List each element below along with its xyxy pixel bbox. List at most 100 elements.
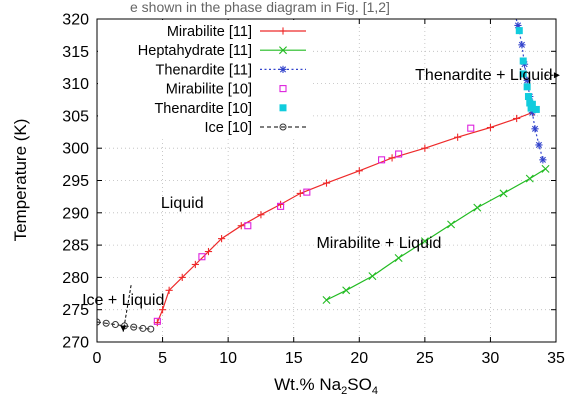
region-label: Thenardite + Liquid bbox=[415, 67, 552, 84]
data-point bbox=[535, 141, 543, 149]
data-point bbox=[237, 222, 245, 230]
data-point bbox=[139, 324, 147, 332]
data-point bbox=[519, 70, 527, 78]
legend: Mirabilite [11] Heptahydrate [11] Thenardi… bbox=[98, 20, 312, 140]
data-point bbox=[518, 41, 526, 49]
data-point bbox=[368, 272, 377, 281]
series-ice-10 bbox=[97, 318, 155, 333]
y-tick-label: 310 bbox=[62, 76, 89, 93]
data-point bbox=[322, 179, 331, 187]
series-mirabilite-10 bbox=[153, 124, 475, 325]
region-label: Mirabilite + Liquid bbox=[316, 235, 441, 252]
data-point bbox=[395, 150, 403, 158]
series-heptahydrate-11 bbox=[322, 164, 550, 304]
y-tick-label: 295 bbox=[62, 173, 89, 190]
legend-marker bbox=[279, 65, 287, 73]
series-thenardite-10 bbox=[515, 27, 540, 113]
region-label: Ice + Liquid bbox=[82, 292, 164, 309]
data-point bbox=[158, 306, 167, 314]
data-point bbox=[178, 273, 186, 281]
annotation-arrows bbox=[120, 72, 560, 332]
series-line bbox=[97, 321, 151, 330]
x-axis-title: Wt.% Na2SO4 bbox=[274, 375, 378, 397]
data-point bbox=[509, 2, 516, 9]
y-tick-label: 305 bbox=[62, 108, 89, 125]
top-caption: e shown in the phase diagram in Fig. [1,… bbox=[130, 0, 390, 15]
data-point bbox=[473, 203, 482, 212]
data-point bbox=[486, 123, 495, 132]
data-point bbox=[519, 57, 527, 65]
data-point bbox=[130, 323, 138, 331]
data-point bbox=[523, 76, 531, 84]
y-tick-label: 315 bbox=[62, 44, 89, 61]
data-point bbox=[355, 167, 363, 175]
data-point bbox=[524, 93, 532, 101]
x-tick-label: 20 bbox=[350, 350, 368, 367]
data-point bbox=[499, 189, 508, 198]
legend-marker bbox=[279, 85, 287, 93]
series-mirabilite-11 bbox=[153, 108, 538, 327]
thenardite-region-arrowhead bbox=[553, 72, 560, 79]
data-point bbox=[447, 220, 456, 229]
region-labels: Liquid Mirabilite + Liquid Ice + Liquid The… bbox=[82, 67, 553, 309]
legend-label: Heptahydrate [11] bbox=[138, 43, 252, 59]
data-point bbox=[257, 211, 265, 219]
data-point bbox=[527, 104, 535, 112]
data-point bbox=[97, 318, 101, 326]
data-point bbox=[523, 83, 531, 91]
legend-label: Thenardite [11] bbox=[156, 62, 252, 78]
data-point bbox=[244, 222, 252, 230]
data-point bbox=[532, 105, 540, 113]
data-point bbox=[277, 202, 285, 210]
data-point bbox=[525, 174, 534, 183]
x-tick-label: 5 bbox=[158, 350, 167, 367]
data-point bbox=[388, 154, 396, 162]
x-tick-label: 30 bbox=[482, 350, 500, 367]
legend-marker bbox=[279, 27, 287, 35]
legend-marker bbox=[279, 104, 287, 112]
data-point bbox=[111, 321, 119, 329]
region-label: Liquid bbox=[161, 195, 204, 212]
data-point bbox=[454, 133, 462, 141]
data-point bbox=[204, 247, 213, 256]
legend-marker bbox=[279, 123, 287, 131]
data-point bbox=[531, 125, 539, 133]
data-point bbox=[322, 296, 331, 304]
data-point bbox=[394, 254, 403, 263]
y-tick-label: 275 bbox=[62, 302, 89, 319]
data-point bbox=[277, 200, 285, 209]
series-line bbox=[326, 168, 546, 301]
data-point bbox=[378, 156, 386, 164]
legend-box bbox=[98, 20, 312, 140]
legend-marker bbox=[279, 46, 287, 55]
x-tick-label: 0 bbox=[93, 350, 102, 367]
ice-region-arrow bbox=[122, 285, 132, 332]
data-point bbox=[153, 319, 161, 327]
data-point bbox=[420, 237, 429, 246]
x-tick-label: 10 bbox=[219, 350, 237, 367]
y-tick-label: 285 bbox=[62, 238, 89, 255]
y-tick-label: 270 bbox=[62, 335, 89, 352]
x-tick-label: 15 bbox=[285, 350, 303, 367]
data-point bbox=[541, 164, 550, 173]
ice-region-arrowhead bbox=[120, 325, 127, 332]
legend-label: Thenardite [10] bbox=[154, 101, 252, 117]
x-tick-label: 35 bbox=[547, 350, 565, 367]
y-tick-label: 290 bbox=[62, 205, 89, 222]
data-point bbox=[198, 253, 206, 261]
y-tick-label: 300 bbox=[62, 141, 89, 158]
axis-ticks: 270 275 280 285 290 295 300 305 310 315 320 0 5 10 15 2… bbox=[62, 12, 565, 368]
data-series bbox=[97, 2, 560, 333]
data-point bbox=[528, 100, 536, 108]
data-point bbox=[303, 188, 311, 196]
data-point bbox=[147, 325, 155, 333]
data-point bbox=[217, 235, 226, 243]
y-tick-label: 320 bbox=[62, 12, 89, 29]
y-tick-label: 280 bbox=[62, 270, 89, 287]
legend-label: Ice [10] bbox=[204, 120, 252, 136]
data-point bbox=[342, 286, 351, 295]
data-point bbox=[191, 260, 199, 269]
data-point bbox=[296, 189, 304, 198]
data-point bbox=[539, 156, 547, 164]
